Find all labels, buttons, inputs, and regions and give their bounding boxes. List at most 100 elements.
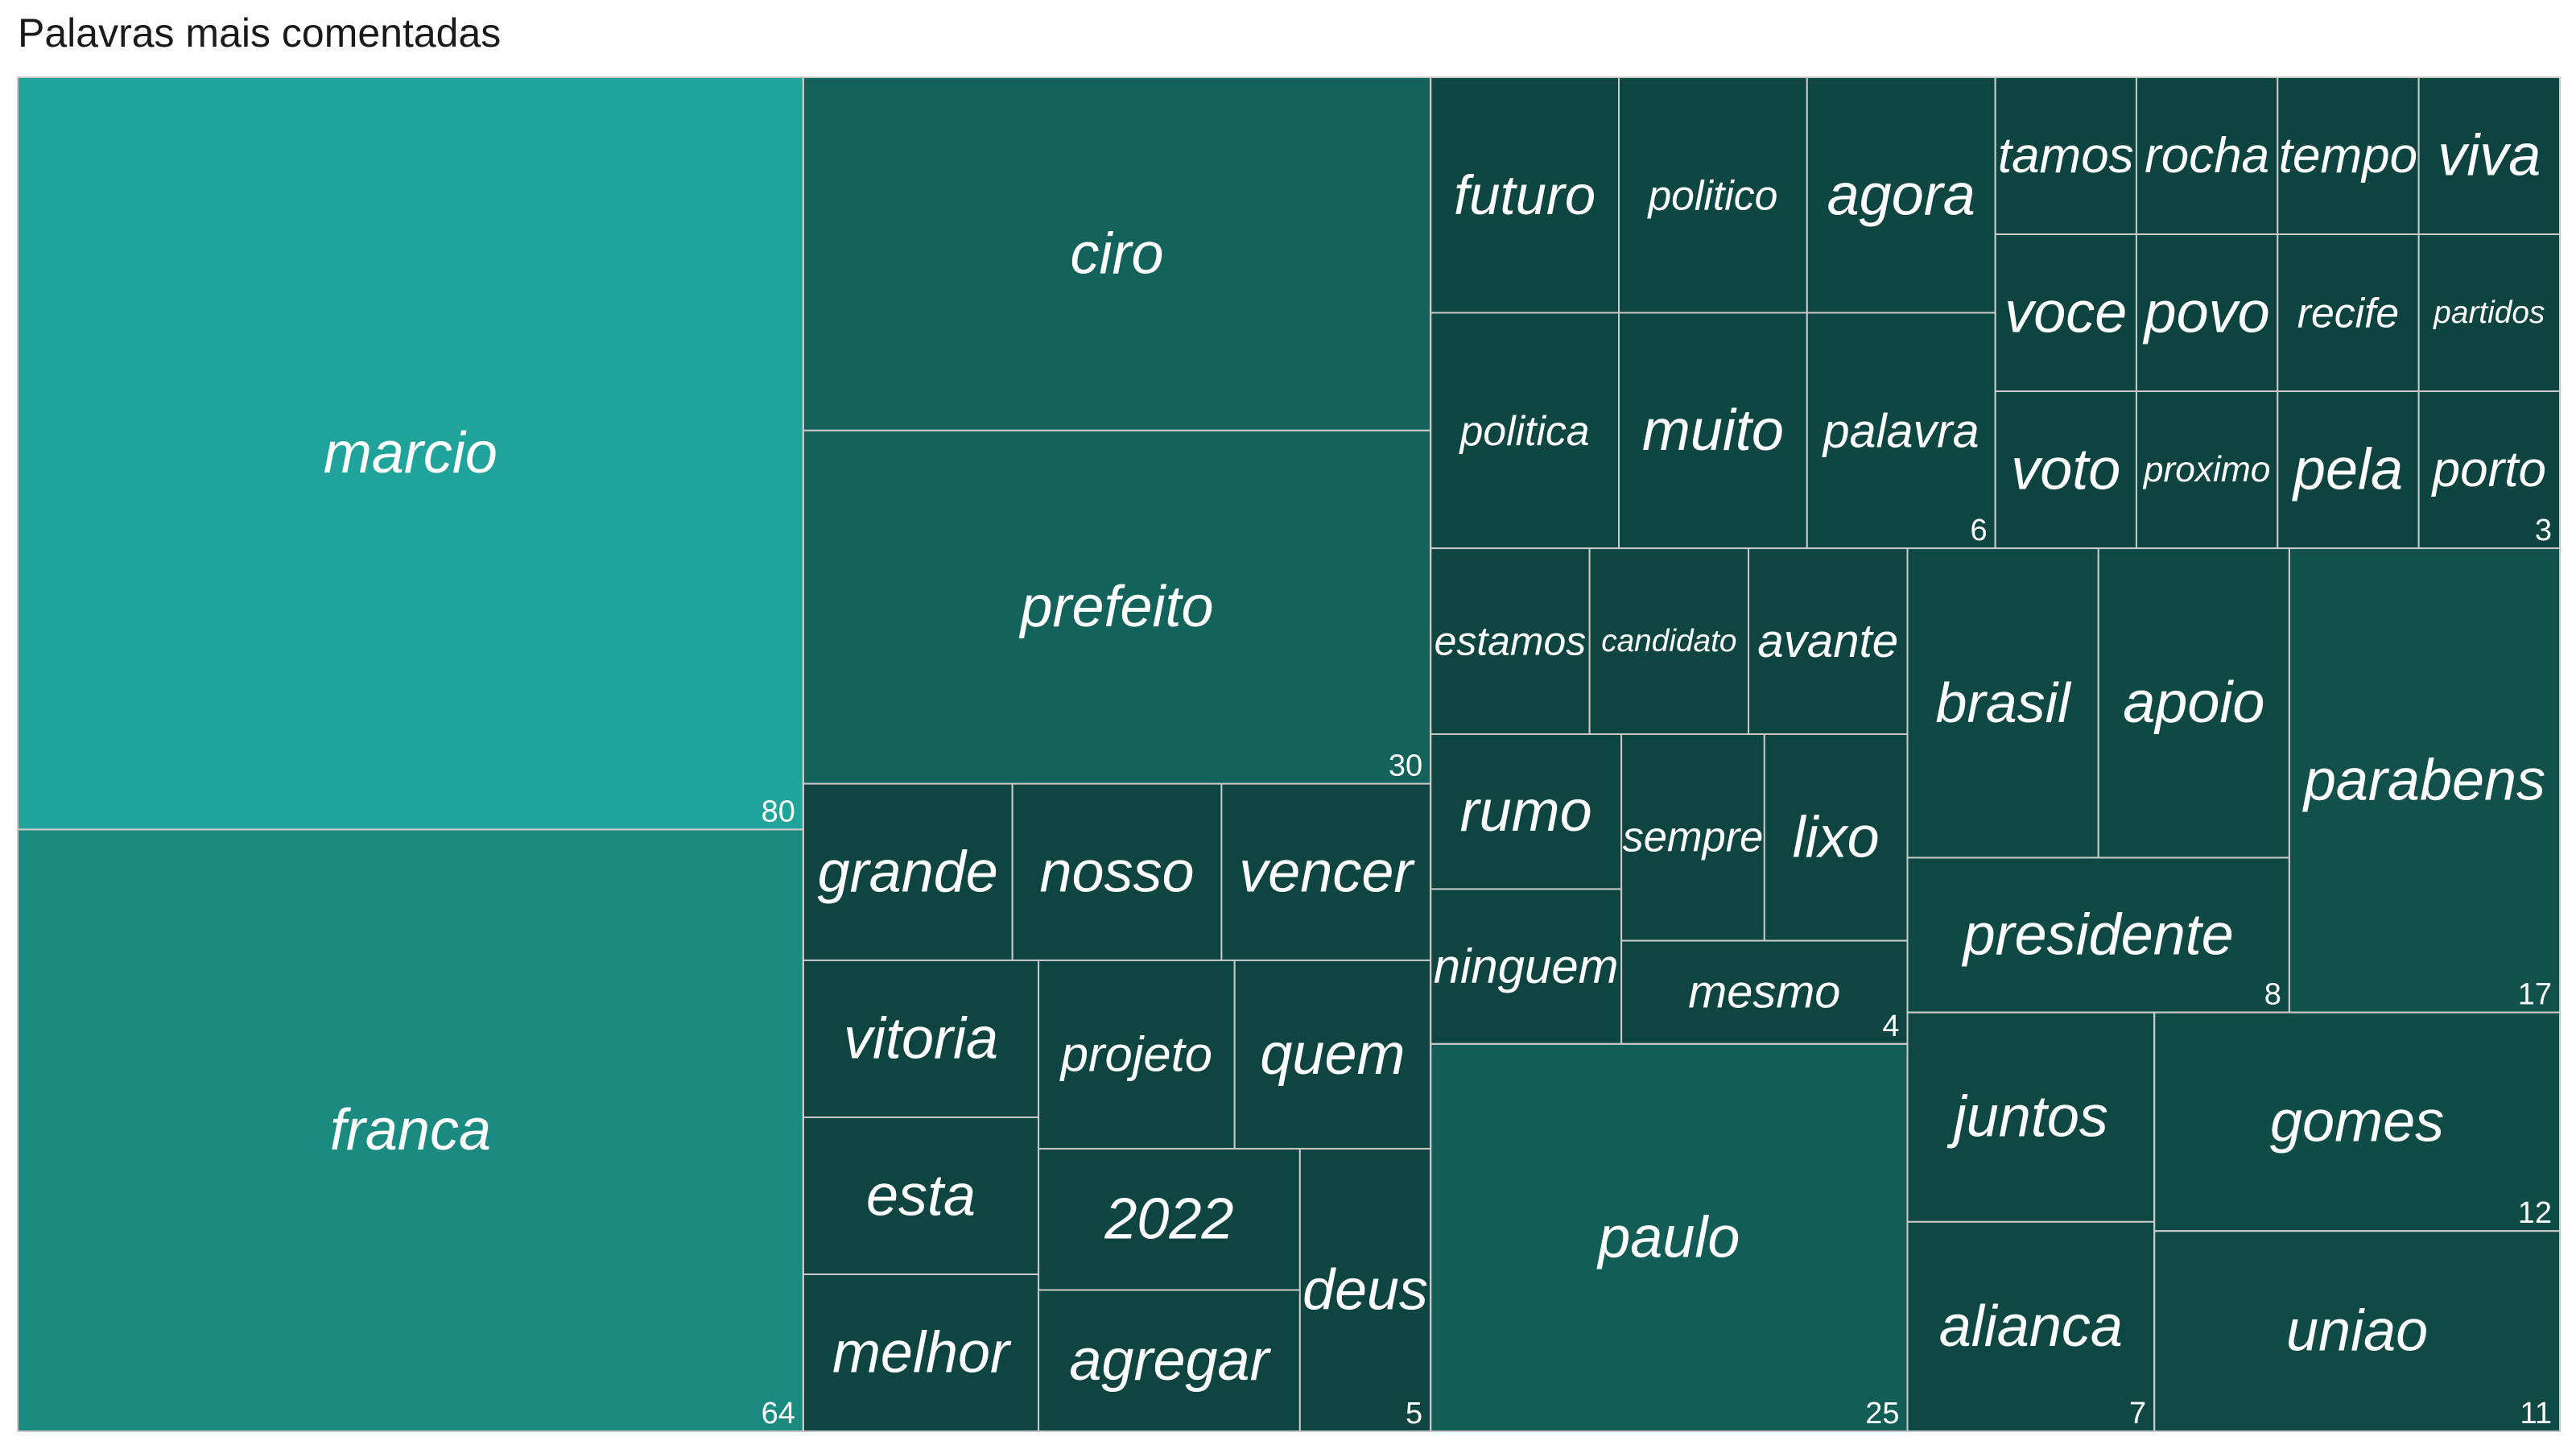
treemap-label: deus [1302, 1257, 1428, 1322]
chart-title: Palavras mais comentadas [18, 10, 502, 56]
treemap-label: projeto [1059, 1026, 1212, 1082]
treemap-cell-lixo [1763, 733, 1909, 942]
treemap-cell-2022 [1038, 1147, 1301, 1291]
treemap-label: palavra [1822, 403, 1979, 457]
treemap-cell-voce [1994, 233, 2137, 393]
treemap-label: candidato [1601, 624, 1736, 658]
treemap-group-value: 11 [2520, 1397, 2552, 1430]
treemap-group-value: 7 [2129, 1397, 2146, 1430]
treemap-label: vencer [1239, 840, 1415, 904]
treemap-group-value: 4 [1882, 1009, 1899, 1043]
treemap-cell-marcio [17, 76, 804, 831]
treemap-label: voce [2004, 281, 2127, 345]
treemap-cell-palavra [1806, 312, 1996, 550]
treemap-label: apoio [2123, 671, 2264, 735]
treemap-group-value: 5 [1406, 1397, 1422, 1430]
treemap-label: ninguem [1434, 939, 1619, 993]
treemap-group-border [2153, 1230, 2562, 1432]
treemap-cell-avante [1748, 547, 1909, 735]
treemap-label: uniao [2286, 1299, 2428, 1364]
treemap-label: ciro [1071, 221, 1164, 286]
treemap-cell-paulo [1430, 1042, 1909, 1432]
treemap-label: pela [2292, 438, 2403, 502]
treemap-cell-povo [2135, 233, 2279, 393]
treemap-cell-tempo [2277, 76, 2420, 236]
treemap-label: esta [866, 1163, 976, 1228]
treemap-group-value: 6 [1970, 514, 1987, 547]
treemap-label: grande [818, 840, 998, 904]
treemap-label: rocha [2145, 128, 2269, 184]
treemap-label: avante [1757, 615, 1898, 667]
treemap-cell-juntos [1906, 1011, 2156, 1223]
treemap-cell-melhor [802, 1273, 1040, 1432]
treemap-group-value: 80 [762, 795, 795, 828]
treemap-cell-quem [1233, 959, 1432, 1150]
treemap-label: lixo [1793, 805, 1880, 869]
treemap-label: futuro [1454, 164, 1596, 226]
treemap-cell-candidato [1588, 547, 1750, 735]
treemap-cell-vitoria [802, 959, 1040, 1118]
treemap-cell-grande [802, 782, 1013, 961]
treemap-cell-apoio [2097, 547, 2290, 859]
treemap-label: porto [2431, 442, 2546, 497]
treemap-label: tempo [2279, 128, 2417, 184]
treemap-label: 2022 [1104, 1187, 1233, 1252]
treemap-cell-proximo [2135, 390, 2279, 550]
treemap-label: vitoria [844, 1006, 998, 1071]
treemap-label: parabens [2302, 748, 2545, 812]
treemap-label: estamos [1435, 619, 1587, 664]
treemap-cell-uniao [2153, 1230, 2562, 1432]
treemap-cell-rocha [2135, 76, 2279, 236]
treemap-group-value: 12 [2518, 1196, 2552, 1230]
treemap-label: povo [2143, 281, 2270, 345]
treemap-cell-nosso [1011, 782, 1223, 961]
treemap-label: proximo [2142, 450, 2271, 489]
treemap-cell-politico [1617, 76, 1808, 314]
treemap-cell-mesmo [1620, 939, 1909, 1045]
treemap-label: viva [2438, 124, 2541, 188]
treemap-label: marcio [324, 421, 497, 485]
treemap-cell-presidente [1906, 857, 2290, 1013]
treemap-label: tamos [1998, 128, 2134, 184]
treemap-cell-recife [2277, 233, 2420, 393]
treemap-group-value: 25 [1865, 1397, 1899, 1430]
treemap-label: prefeito [1018, 575, 1213, 639]
treemap-label: politico [1646, 171, 1777, 218]
treemap-cell-projeto [1038, 959, 1236, 1150]
treemap-cell-rumo [1430, 733, 1623, 890]
treemap-cell-partidos [2417, 233, 2561, 393]
treemap-cell-viva [2417, 76, 2561, 236]
treemap-label: agregar [1069, 1328, 1271, 1393]
treemap-label: alianca [1939, 1294, 2123, 1359]
treemap-cell-tamos [1994, 76, 2137, 236]
treemap-label: presidente [1962, 903, 2234, 968]
treemap-label: franca [330, 1098, 491, 1162]
treemap-label: recife [2297, 290, 2399, 336]
treemap-cell-gomes [2153, 1011, 2562, 1232]
treemap-group-value: 17 [2518, 978, 2552, 1012]
treemap-cell-porto [2417, 390, 2561, 550]
treemap-group-value: 30 [1389, 749, 1422, 783]
treemap-label: brasil [1935, 671, 2072, 734]
treemap-label: mesmo [1688, 967, 1840, 1018]
treemap-label: quem [1260, 1022, 1405, 1087]
treemap-label: politica [1459, 407, 1590, 454]
treemap-label: melhor [832, 1320, 1012, 1385]
treemap-label: partidos [2433, 295, 2545, 330]
treemap-cell-deus [1298, 1147, 1432, 1432]
treemap-label: paulo [1596, 1205, 1740, 1269]
treemap-label: gomes [2270, 1089, 2444, 1154]
treemap-cell-politica [1430, 312, 1620, 550]
treemap-label: nosso [1039, 840, 1194, 904]
treemap-cell-sempre [1620, 733, 1765, 942]
treemap-cell-agregar [1038, 1289, 1301, 1432]
treemap-label: muito [1642, 398, 1784, 463]
treemap-group-value: 64 [762, 1397, 795, 1430]
treemap-group-value: 3 [2535, 514, 2552, 547]
treemap-label: agora [1827, 163, 1975, 227]
treemap-label: rumo [1460, 779, 1592, 844]
treemap-label: sempre [1623, 814, 1764, 861]
treemap-cell-pela [2277, 390, 2420, 550]
treemap-group-value: 8 [2264, 978, 2281, 1012]
